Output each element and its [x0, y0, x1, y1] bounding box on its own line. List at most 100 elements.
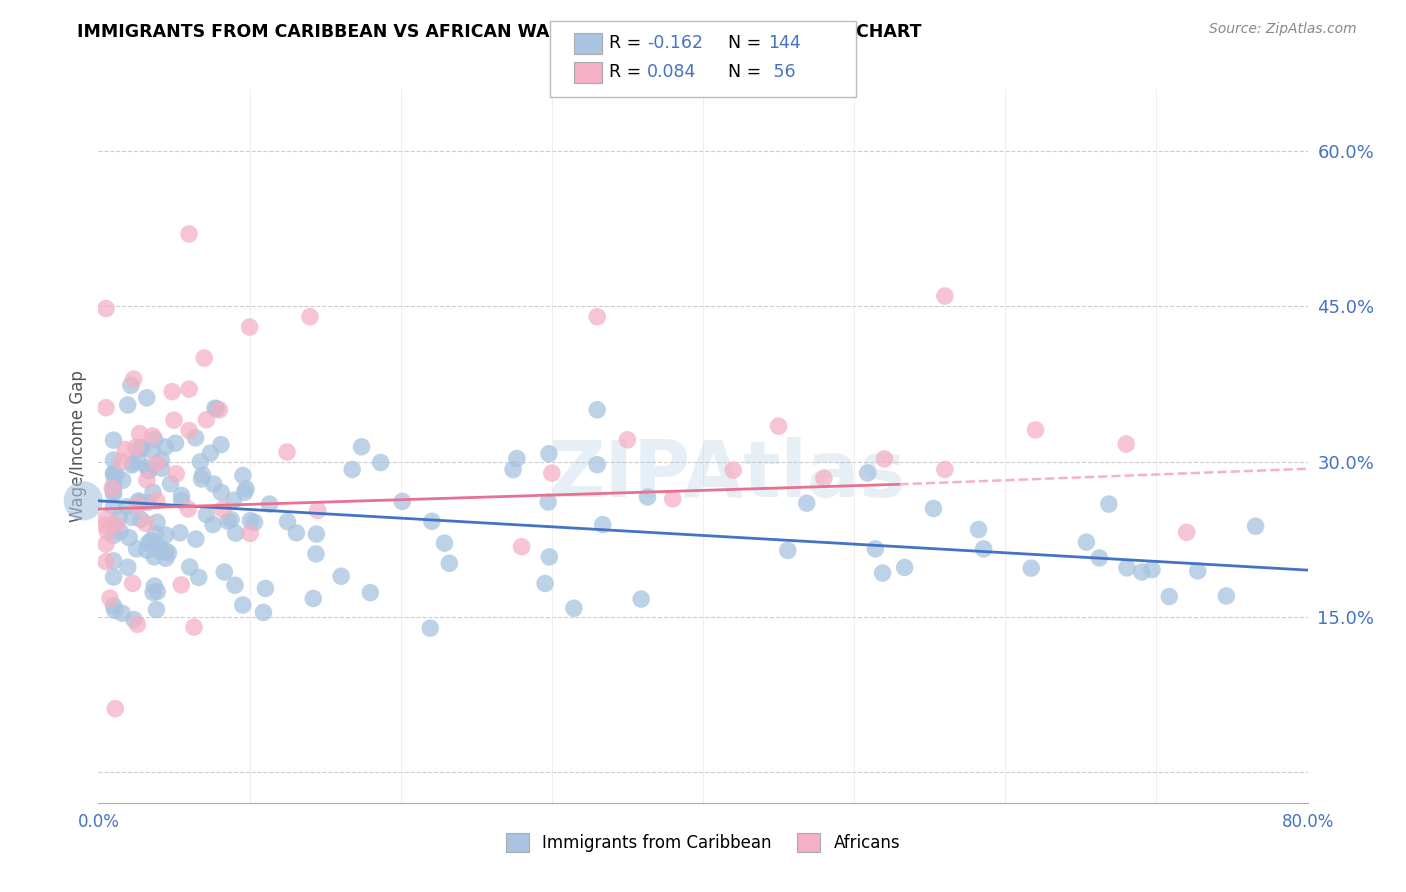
Point — [103, 528, 125, 542]
Point — [94, 401, 117, 415]
Point — [136, 495, 159, 509]
Point — [239, 526, 262, 541]
Point — [122, 613, 145, 627]
Point — [108, 510, 131, 524]
Point — [98, 591, 121, 606]
Point — [146, 457, 169, 471]
Point — [224, 578, 246, 592]
Point — [1115, 437, 1137, 451]
Point — [117, 560, 139, 574]
Point — [433, 536, 456, 550]
Point — [165, 467, 187, 481]
Point — [305, 527, 328, 541]
Point — [160, 384, 183, 399]
Point — [534, 576, 557, 591]
Point — [893, 560, 915, 574]
Point — [1019, 561, 1042, 575]
Point — [1140, 563, 1163, 577]
Point — [114, 442, 136, 457]
Point — [104, 701, 127, 715]
Point — [155, 528, 177, 542]
Point — [105, 467, 128, 482]
Point — [616, 433, 638, 447]
Point — [170, 488, 193, 502]
Text: Source: ZipAtlas.com: Source: ZipAtlas.com — [1209, 22, 1357, 37]
Point — [307, 503, 329, 517]
Point — [592, 517, 614, 532]
Point — [420, 514, 443, 528]
Point — [103, 599, 125, 613]
Point — [538, 549, 561, 564]
Point — [141, 443, 163, 458]
Point — [191, 467, 214, 482]
Point — [135, 473, 157, 487]
Point — [1088, 550, 1111, 565]
Point — [370, 456, 392, 470]
Point — [148, 540, 170, 554]
Point — [205, 401, 228, 416]
Point — [142, 585, 165, 599]
Point — [209, 438, 232, 452]
Point — [305, 547, 328, 561]
Point — [208, 402, 231, 417]
Point — [103, 500, 125, 514]
Point — [562, 601, 585, 615]
Point — [150, 453, 173, 467]
Point — [145, 526, 167, 541]
Point — [190, 472, 212, 486]
Point — [1116, 561, 1139, 575]
Point — [127, 453, 149, 467]
Point — [128, 426, 150, 441]
Point — [103, 487, 125, 501]
Point — [103, 570, 125, 584]
Point — [143, 549, 166, 564]
Point — [1024, 423, 1046, 437]
Point — [135, 391, 157, 405]
Point — [121, 576, 143, 591]
Point — [131, 442, 153, 456]
Point — [204, 401, 226, 416]
Point — [121, 510, 143, 524]
Point — [165, 436, 187, 450]
Point — [170, 493, 193, 508]
Point — [104, 603, 127, 617]
Point — [136, 536, 159, 550]
Point — [637, 490, 659, 504]
Point — [125, 441, 148, 455]
Point — [139, 533, 162, 548]
Point — [103, 520, 125, 534]
Point — [157, 546, 180, 560]
Point — [136, 543, 159, 558]
Point — [135, 516, 157, 531]
Point — [1187, 564, 1209, 578]
Point — [922, 501, 945, 516]
Text: ZIPAtlas: ZIPAtlas — [548, 436, 905, 513]
Point — [235, 482, 257, 496]
Point — [873, 451, 896, 466]
Point — [776, 543, 799, 558]
Point — [586, 310, 609, 324]
Point — [187, 570, 209, 584]
Point — [143, 433, 166, 447]
Point — [232, 468, 254, 483]
Point — [142, 485, 165, 500]
Point — [103, 467, 125, 481]
Point — [179, 227, 201, 241]
Point — [193, 351, 215, 365]
Point — [285, 525, 308, 540]
Point — [103, 483, 125, 498]
Point — [127, 494, 149, 508]
Point — [243, 516, 266, 530]
Point — [138, 464, 160, 478]
Point — [209, 485, 232, 500]
Point — [136, 460, 159, 475]
Point — [184, 431, 207, 445]
Point — [146, 515, 169, 529]
Point — [1215, 589, 1237, 603]
Point — [202, 477, 225, 491]
Point — [188, 455, 211, 469]
Point — [105, 517, 128, 532]
Point — [1076, 535, 1098, 549]
Point — [219, 512, 242, 526]
Point — [865, 541, 887, 556]
